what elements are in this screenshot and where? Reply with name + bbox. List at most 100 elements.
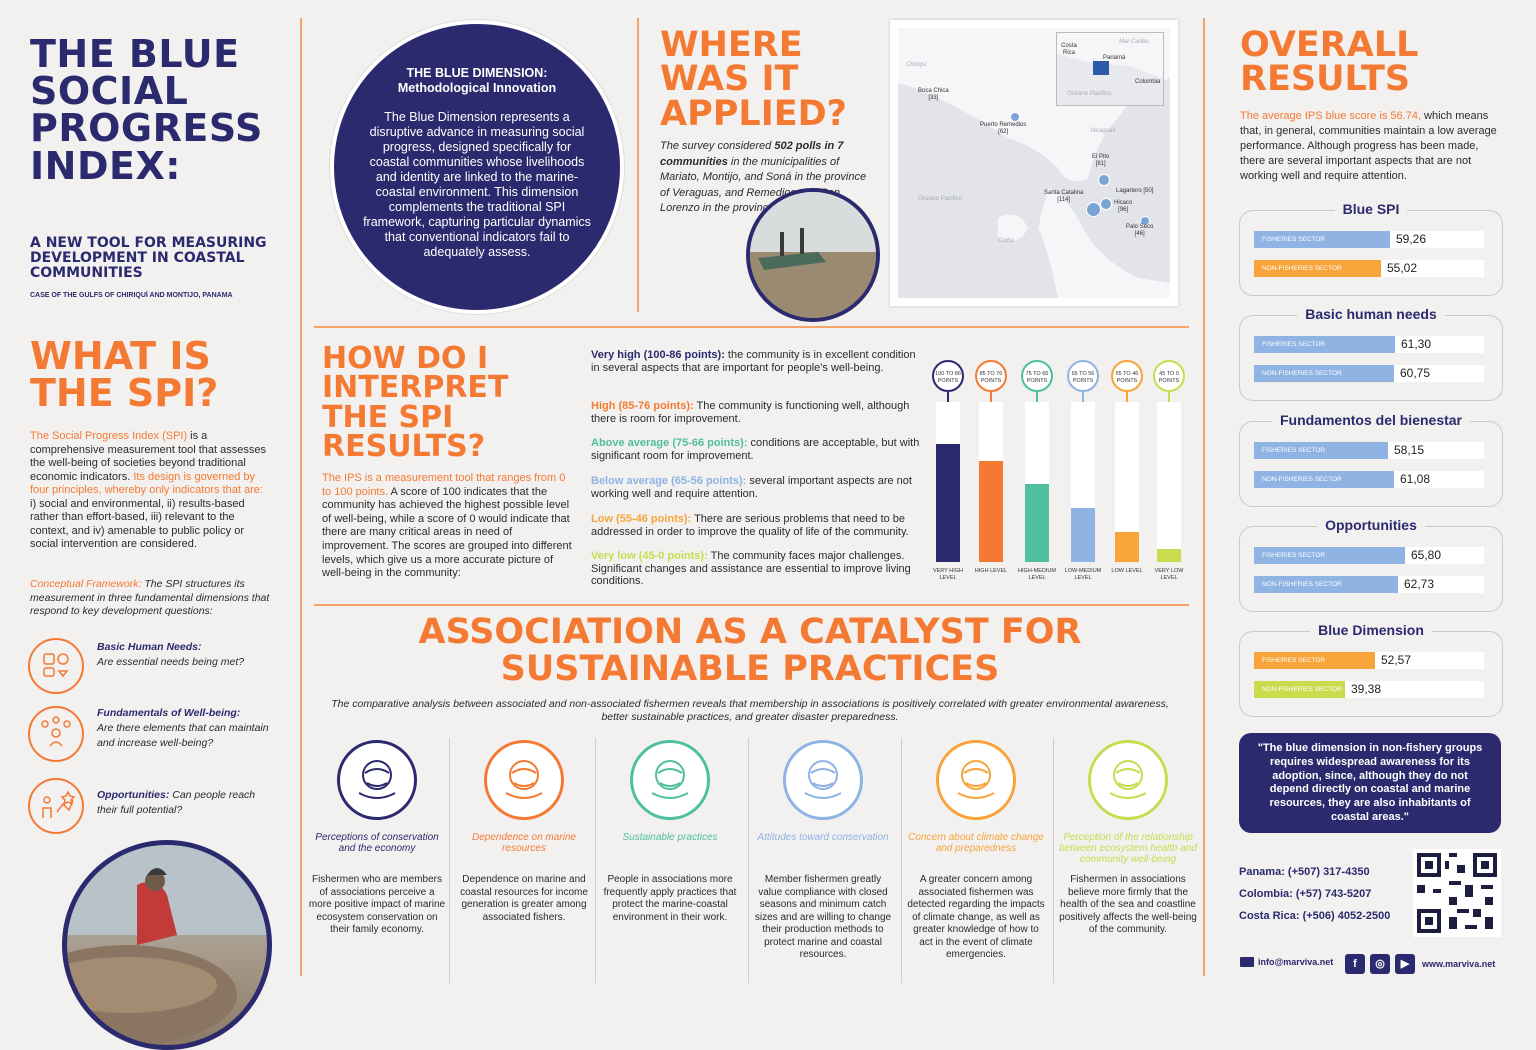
range-label: 85 TO 76 POINTS <box>975 360 1007 392</box>
facebook-icon[interactable]: f <box>1345 954 1365 974</box>
main-subtitle: A NEW TOOL FOR MEASURING DEVELOPMENT IN … <box>30 235 267 281</box>
bar <box>1025 483 1049 562</box>
item-caption: Sustainable practices <box>622 832 718 843</box>
contact-panama: Panama: (+507) 317-4350 <box>1239 866 1370 878</box>
spi-text-1: is a comprehensive measurement tool that… <box>30 430 267 483</box>
place-count: [46] <box>1134 231 1145 237</box>
category-label: HIGH-MEDIUM LEVEL <box>1018 568 1056 581</box>
bar <box>936 443 960 562</box>
inset-label: Costa Rica <box>1061 43 1077 56</box>
overall-title: OVERALL RESULTS <box>1240 25 1419 100</box>
place-dot <box>1098 174 1110 186</box>
level-text: The community faces major challenges. Si… <box>591 550 911 587</box>
place-label: Puerto Remedios [62] <box>980 122 1026 136</box>
result-bar: NON-FISHERIES SECTOR <box>1254 681 1345 698</box>
bar <box>979 461 1003 562</box>
qr-code <box>1413 849 1501 937</box>
bar-stem <box>947 392 949 402</box>
sea-label: Chiriquí <box>906 62 927 68</box>
result-box-title: Fundamentos del bienestar <box>1271 412 1471 428</box>
interpret-body: A score of 100 indicates that the commun… <box>322 485 572 580</box>
result-value: 39,38 <box>1351 682 1382 696</box>
dimension-name: Opportunities: <box>97 789 170 801</box>
website-link[interactable]: www.marviva.net <box>1422 959 1496 969</box>
divider-left <box>300 18 302 976</box>
column-divider <box>748 738 749 983</box>
framework-label: Conceptual Framework: <box>30 578 142 590</box>
association-item: Perception of the relationship between e… <box>1058 740 1198 937</box>
result-row: NON-FISHERIES SECTOR 62,73 <box>1254 576 1484 593</box>
item-caption: Concern about climate change and prepare… <box>908 832 1044 854</box>
column-divider <box>449 738 450 983</box>
hand-earth-icon <box>1088 740 1168 820</box>
association-subtitle: The comparative analysis between associa… <box>331 698 1169 723</box>
spi-description: The Social Progress Index (SPI) is a com… <box>30 430 270 552</box>
range-label: 45 TO 0 POINTS <box>1153 360 1185 392</box>
category-label: HIGH LEVEL <box>974 568 1008 574</box>
divider-h2 <box>314 604 1189 606</box>
bar-track <box>1025 402 1049 562</box>
column-divider <box>901 738 902 983</box>
association-item: Sustainable practices People in associati… <box>600 740 740 924</box>
item-description: Fishermen in associations believe more f… <box>1059 874 1197 935</box>
result-row: FISHERIES SECTOR 59,26 <box>1254 231 1484 248</box>
framework-text: Conceptual Framework: The SPI structures… <box>30 578 270 619</box>
place-label: Lagartero [50] <box>1116 188 1153 195</box>
result-bar: FISHERIES SECTOR <box>1254 547 1405 564</box>
fish-money-icon <box>484 740 564 820</box>
overall-highlight: The average IPS blue score is 56.74, <box>1240 110 1421 122</box>
instagram-icon[interactable]: ◎ <box>1370 954 1390 974</box>
place-name: Lagartero [50] <box>1116 188 1154 194</box>
sea-label: Océano Pacífico <box>918 196 963 202</box>
basic-needs-icon <box>28 638 84 694</box>
place-label: Palo Seco [46] <box>1126 224 1153 238</box>
level-label: Very low (45-0 points): <box>591 550 708 562</box>
result-value: 60,75 <box>1400 366 1431 380</box>
range-label: 55 TO 46 POINTS <box>1111 360 1143 392</box>
inset-label: Panamá <box>1103 55 1126 61</box>
result-value: 59,26 <box>1396 232 1427 246</box>
where-text-a: The survey considered <box>660 140 775 152</box>
dimension-wellbeing: Fundamentals of Well-being: Are there ele… <box>97 706 277 751</box>
inset-label: Mar Caribe <box>1119 39 1149 45</box>
result-box: Fundamentos del bienestar FISHERIES SECTO… <box>1239 412 1503 507</box>
range-label: 65 TO 56 POINTS <box>1067 360 1099 392</box>
place-count: [114] <box>1057 197 1071 203</box>
spi-highlight-2: Its design is governed by four principle… <box>30 470 263 497</box>
map-canvas: Mar Caribe Costa Rica Panamá Colombia Oc… <box>898 28 1170 298</box>
level-text: There are serious problems that need to … <box>591 513 909 538</box>
place-dot <box>1010 112 1020 122</box>
place-name: El Pito <box>1092 154 1110 160</box>
economy-icon <box>337 740 417 820</box>
item-description: Fishermen who are members of association… <box>308 874 446 935</box>
result-row: FISHERIES SECTOR 65,80 <box>1254 547 1484 564</box>
result-box: Opportunities FISHERIES SECTOR 65,80 NON-FI… <box>1239 517 1503 612</box>
result-box-title-wrap: Blue SPI <box>1240 201 1502 217</box>
framework-body: The SPI structures its measurement in th… <box>30 578 270 617</box>
map: Mar Caribe Costa Rica Panamá Colombia Oc… <box>890 20 1178 306</box>
bar-stem <box>1168 392 1170 402</box>
category-label: LOW LEVEL <box>1111 568 1143 574</box>
email-link[interactable]: info@marviva.net <box>1258 957 1334 967</box>
bar-stem <box>1126 392 1128 402</box>
place-dot <box>1140 216 1150 226</box>
result-bar: FISHERIES SECTOR <box>1254 231 1390 248</box>
level-label: High (85-76 points): <box>591 400 694 412</box>
level-very-high: Very high (100-86 points): the community… <box>591 349 921 374</box>
result-row: FISHERIES SECTOR 61,30 <box>1254 336 1484 353</box>
result-value: 58,15 <box>1394 443 1425 457</box>
bar-track <box>936 402 960 562</box>
place-name: Palo Seco <box>1126 224 1154 230</box>
where-title: WHERE WAS IT APPLIED? <box>660 25 847 134</box>
result-bar: FISHERIES SECTOR <box>1254 442 1388 459</box>
result-box-title: Opportunities <box>1317 517 1425 533</box>
dimension-question: Are there elements that can maintain and… <box>97 722 269 749</box>
quote-text: "The blue dimension in non-fishery group… <box>1257 742 1483 823</box>
quote-box: "The blue dimension in non-fishery group… <box>1239 733 1501 833</box>
youtube-icon[interactable]: ▶ <box>1395 954 1415 974</box>
item-description: People in associations more frequently a… <box>603 874 737 923</box>
result-row: NON-FISHERIES SECTOR 39,38 <box>1254 681 1484 698</box>
level-label: Low (55-46 points): <box>591 513 692 525</box>
globe-hands-icon <box>630 740 710 820</box>
place-label: Boca Chica [33] <box>918 88 949 102</box>
